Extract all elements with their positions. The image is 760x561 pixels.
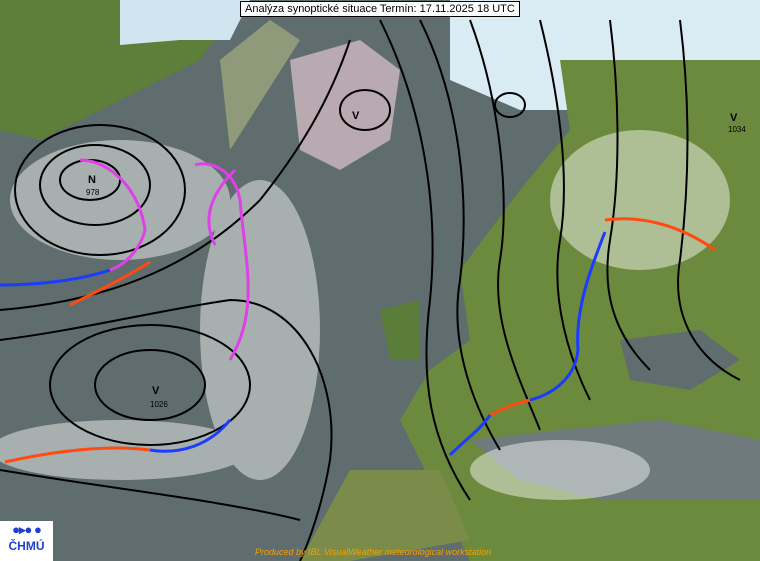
warm-front (604, 217, 716, 252)
occluded-front (207, 168, 237, 246)
ice-area (120, 0, 250, 45)
mediterranean (470, 420, 760, 500)
high-pressure-value: 1026 (150, 400, 168, 409)
land-iberia-africa (300, 470, 470, 561)
high-pressure-value: 1034 (728, 125, 746, 134)
warm-front (4, 446, 151, 464)
high-pressure-center: V (352, 110, 360, 122)
black-sea (620, 330, 740, 390)
land-greenland-west (220, 20, 300, 150)
cold-front (0, 268, 111, 287)
chmu-logo: ●▸● ● ČHMÚ (0, 521, 53, 561)
fronts (0, 158, 716, 464)
logo-text: ČHMÚ (8, 539, 45, 553)
cold-front (448, 414, 492, 457)
map-title: Analýza synoptické situace Termín: 17.11… (240, 1, 520, 17)
occluded-front (79, 158, 147, 272)
high-pressure-center: V (730, 112, 738, 124)
low-pressure-value: 978 (86, 188, 100, 197)
occluded-front (194, 162, 250, 361)
warm-front (489, 398, 531, 417)
warm-front (69, 260, 151, 307)
land-british-isles (380, 300, 420, 360)
land-greenland (290, 40, 400, 170)
credit-text: Produced by IBL VisualWeather meteorolog… (255, 547, 492, 557)
high-pressure-center: V (152, 385, 160, 397)
low-pressure-center: N (88, 174, 96, 186)
cold-front (529, 231, 607, 402)
logo-symbol: ●▸● ● (12, 522, 42, 537)
cold-front (149, 419, 232, 453)
